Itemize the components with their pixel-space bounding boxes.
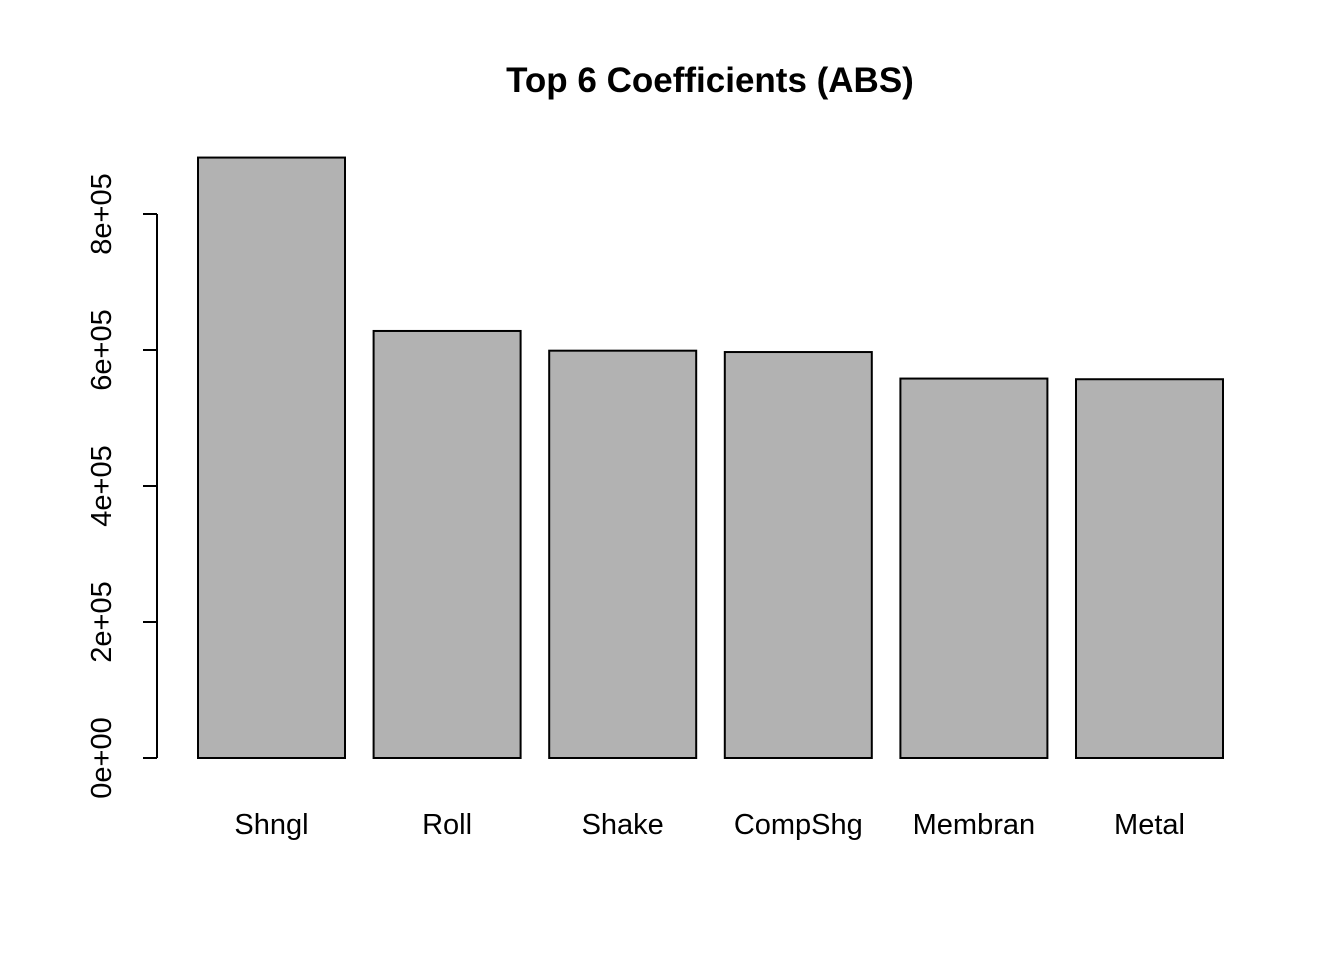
x-category-label: Membran: [913, 809, 1036, 841]
bar-roll: [372, 329, 522, 759]
x-category-label: CompShg: [734, 809, 863, 841]
x-category-label: Metal: [1114, 809, 1185, 841]
chart-title: Top 6 Coefficients (ABS): [506, 61, 914, 100]
bar-shake: [548, 349, 698, 759]
bar-shngl: [197, 156, 346, 759]
y-tick-label: 2e+05: [86, 581, 118, 662]
x-category-label: Shngl: [234, 809, 308, 841]
bar-membran: [899, 377, 1049, 759]
y-tick-label: 4e+05: [86, 445, 118, 526]
bar-metal: [1075, 378, 1224, 759]
bar-compshg: [723, 351, 873, 759]
y-tick-label: 8e+05: [86, 173, 118, 254]
x-category-label: Roll: [422, 809, 472, 841]
x-axis-labels: Shngl Roll Shake CompShg Membran Metal: [234, 809, 1185, 841]
y-tick-label: 0e+00: [86, 717, 118, 798]
y-axis: 0e+00 2e+05 4e+05 6e+05 8e+05: [86, 173, 158, 799]
y-tick-label: 6e+05: [86, 309, 118, 390]
x-category-label: Shake: [582, 809, 664, 841]
bars: [197, 156, 1224, 759]
